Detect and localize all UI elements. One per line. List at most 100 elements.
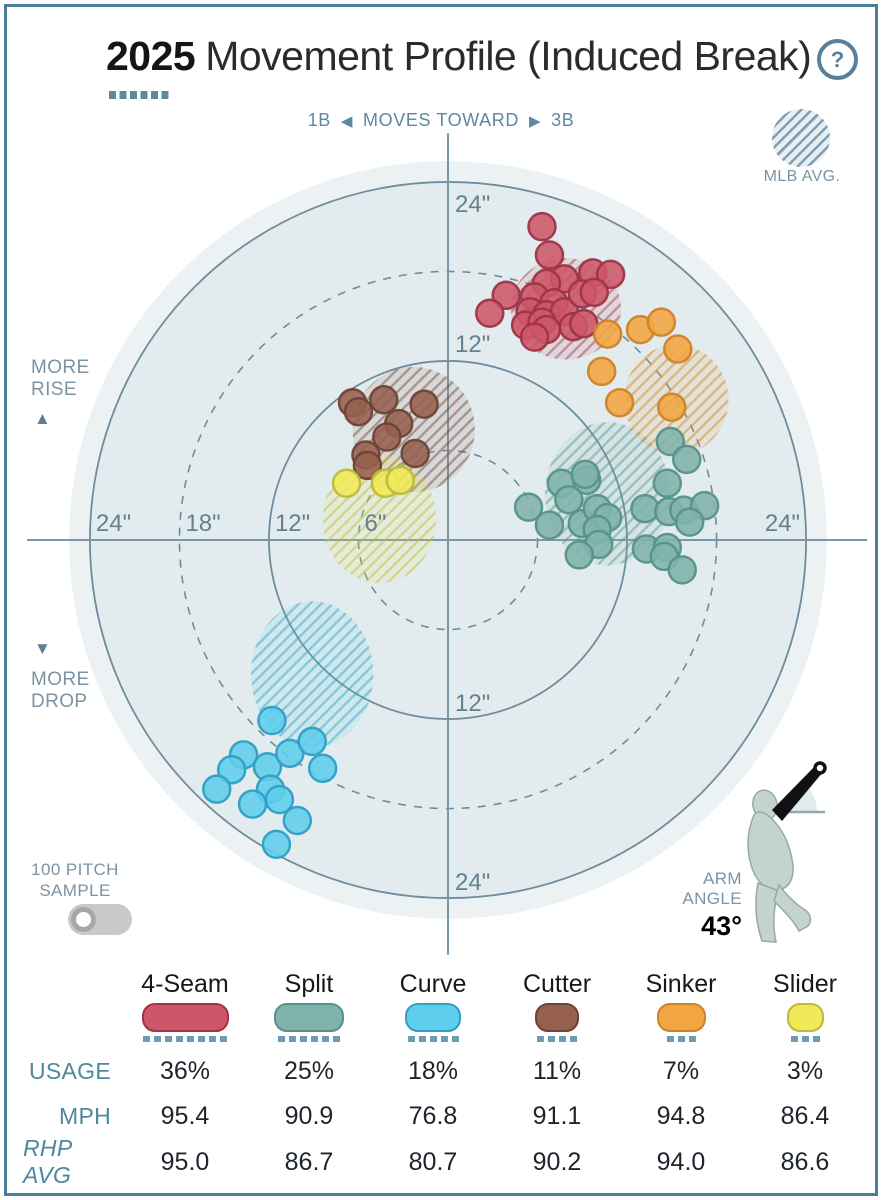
mph-row-label: MPH — [58, 1102, 111, 1129]
pitch-col-header-cutter: Cutter — [522, 969, 592, 998]
pitch-point-cutter[interactable] — [343, 396, 374, 427]
pitch-point-curve[interactable] — [257, 705, 287, 736]
pitcher-body — [747, 789, 812, 943]
pitch-dash-underline-split — [278, 1036, 340, 1042]
pitch-point-curve[interactable] — [282, 805, 313, 836]
pitch-point-split[interactable] — [554, 484, 584, 515]
pitch-sample-label: 100 PITCH SAMPLE — [31, 860, 119, 900]
pitch-dash-underline-curve — [407, 1036, 459, 1042]
pitch-swatch-curve — [405, 1003, 461, 1042]
usage-value-split: 25% — [283, 1056, 335, 1085]
mph-value-curve: 76.8 — [408, 1101, 458, 1130]
pitch-point-cutter[interactable] — [400, 438, 430, 469]
y-tick-label: 12" — [455, 331, 490, 358]
pitch-col-header-curve: Curve — [399, 969, 467, 998]
pitch-point-curve[interactable] — [237, 789, 268, 819]
pitch-swatch-slider — [786, 1003, 824, 1042]
pitch-dash-underline-cutter — [537, 1036, 577, 1042]
toggle-knob — [71, 907, 96, 932]
pitch-swatch-split — [274, 1003, 344, 1042]
arm-angle-value: 43° — [701, 911, 742, 941]
mph-value-split: 90.9 — [284, 1101, 334, 1130]
first-base-label: 1B — [307, 110, 331, 130]
rhp-avg-row-label: RHP AVG — [23, 1135, 72, 1188]
pitch-point-split[interactable] — [667, 555, 697, 585]
pitch-point-split[interactable] — [534, 510, 565, 540]
mlb-avg-label: MLB AVG. — [763, 168, 841, 185]
pitch-point-curve[interactable] — [261, 829, 292, 860]
pitch-point-sinker[interactable] — [663, 334, 693, 364]
pitch-color-pill-cutter — [535, 1003, 579, 1032]
usage-value-slider: 3% — [786, 1056, 824, 1085]
pitch-summary-table: USAGE MPH RHP AVG 4-Seam 36% 95.4 95.0 Split… — [23, 965, 867, 1189]
pitch-point-split[interactable] — [671, 444, 702, 475]
pitch-color-pill-slider — [786, 1003, 824, 1032]
pitch-point-sinker[interactable] — [592, 319, 623, 349]
pitch-point-cutter[interactable] — [352, 450, 383, 481]
pitch-point-4-seam[interactable] — [595, 259, 626, 290]
pitch-point-slider[interactable] — [385, 465, 416, 496]
pitch-point-curve[interactable] — [297, 726, 327, 757]
x-tick-label: 6" — [364, 510, 386, 537]
x-tick-label: 12" — [275, 510, 310, 537]
usage-value-sinker: 7% — [662, 1056, 700, 1085]
pitch-point-sinker[interactable] — [586, 356, 617, 387]
pitch-point-4-seam[interactable] — [527, 211, 557, 242]
usage-value-4-seam: 36% — [159, 1056, 211, 1085]
rhp-avg-value-4-seam: 95.0 — [160, 1147, 210, 1176]
third-base-label: 3B — [551, 110, 575, 130]
pitch-point-4-seam[interactable] — [519, 322, 550, 352]
pitch-point-4-seam[interactable] — [534, 240, 565, 270]
more-rise-label: MORE RISE — [31, 357, 90, 400]
y-tick-label: 24" — [455, 191, 490, 218]
pitch-point-sinker[interactable] — [646, 307, 677, 337]
pitch-point-cutter[interactable] — [409, 389, 439, 419]
pitch-color-pill-sinker — [656, 1003, 706, 1032]
moves-toward-label: MOVES TOWARD — [363, 110, 519, 130]
pitch-point-sinker[interactable] — [604, 387, 635, 418]
pitch-point-cutter[interactable] — [372, 422, 402, 452]
usage-row-label: USAGE — [28, 1057, 111, 1084]
rhp-avg-value-split: 86.7 — [284, 1147, 334, 1176]
rhp-avg-value-sinker: 94.0 — [656, 1147, 706, 1176]
pitch-point-cutter[interactable] — [369, 385, 399, 415]
pitch-point-4-seam[interactable] — [579, 277, 609, 308]
help-icon[interactable]: ? — [817, 39, 858, 80]
usage-value-curve: 18% — [407, 1056, 459, 1085]
pitch-dash-underline-slider — [790, 1036, 820, 1042]
x-tick-label: 18" — [185, 510, 220, 537]
rhp-avg-value-curve: 80.7 — [408, 1147, 458, 1176]
pitch-point-slider[interactable] — [331, 468, 362, 499]
pitch-point-split[interactable] — [513, 492, 544, 522]
arrow-left-icon: ◀ — [340, 112, 354, 130]
pitch-point-sinker[interactable] — [657, 392, 687, 422]
pitch-point-curve[interactable] — [264, 784, 295, 815]
arm-angle-indicator-tip — [813, 761, 827, 775]
pitch-point-curve[interactable] — [201, 774, 232, 804]
pitch-dash-underline-sinker — [666, 1036, 696, 1042]
pitcher-silhouette — [747, 761, 827, 943]
pitch-point-curve[interactable] — [216, 755, 247, 785]
pitch-col-header-split: Split — [284, 969, 334, 998]
pitch-dash-underline-4-seam — [143, 1036, 227, 1042]
pitch-point-split[interactable] — [570, 459, 601, 490]
pitch-point-split[interactable] — [564, 540, 595, 570]
pitch-point-curve[interactable] — [307, 753, 338, 784]
pitch-color-pill-curve — [405, 1003, 461, 1032]
arm-angle-indicator — [772, 765, 823, 821]
pitch-point-4-seam[interactable] — [491, 280, 521, 311]
y-tick-label: 24" — [455, 869, 490, 896]
pitch-color-pill-split — [274, 1003, 344, 1032]
pitch-point-4-seam[interactable] — [475, 298, 505, 328]
movement-profile-card: 24" 18" 12" 6" 24" 24" 12" 12" 24" 2025 Movement … — [4, 4, 878, 1196]
pitch-swatch-cutter — [535, 1003, 579, 1042]
mph-value-slider: 86.4 — [780, 1101, 830, 1130]
pitch-swatch-sinker — [656, 1003, 706, 1042]
pitch-point-split[interactable] — [655, 426, 686, 457]
pitch-color-pill-4-seam — [141, 1003, 229, 1032]
pitch-point-curve[interactable] — [275, 738, 305, 769]
pitch-sample-toggle[interactable] — [68, 904, 132, 935]
x-tick-label: 24" — [96, 510, 131, 537]
pitch-point-split[interactable] — [652, 468, 683, 499]
pitch-point-split[interactable] — [674, 507, 705, 537]
